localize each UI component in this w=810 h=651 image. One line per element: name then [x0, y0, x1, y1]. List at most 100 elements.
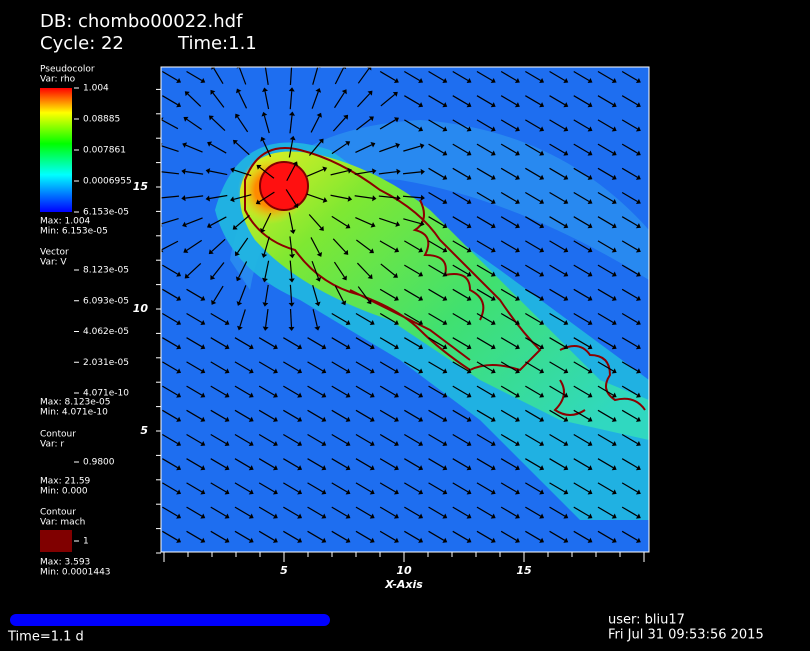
arrow-head — [611, 223, 617, 229]
arrow-head — [316, 251, 323, 257]
arrow-head — [205, 168, 211, 174]
arrow-head — [611, 77, 617, 84]
arrow-head — [587, 319, 593, 326]
vector-arrow — [379, 288, 396, 299]
vector-arrow — [404, 458, 420, 469]
arrow-head — [490, 295, 496, 301]
vector-arrow — [621, 482, 638, 493]
arrow-head — [288, 326, 295, 331]
vector-arrow — [234, 409, 251, 420]
arrow-head — [419, 220, 425, 227]
arrow-head — [466, 295, 472, 301]
arrow-head — [514, 368, 520, 374]
vector-arrow — [428, 530, 445, 541]
vector-arrow — [621, 385, 638, 396]
vector-arrow — [525, 506, 541, 517]
arrow-head — [345, 368, 351, 374]
vector-arrow — [210, 530, 227, 541]
vector-arrow — [573, 70, 590, 82]
legend-max: Max: 21.59 — [40, 477, 91, 487]
arrow-head — [635, 513, 641, 519]
vector-arrow — [378, 171, 397, 175]
arrow-head — [200, 344, 206, 350]
vector-arrow — [258, 458, 275, 469]
vector-arrow — [331, 506, 348, 517]
cycle: Cycle: 22 — [40, 33, 124, 54]
arrow-head — [514, 271, 520, 277]
arrow-head — [635, 440, 641, 447]
arrow-head — [314, 301, 321, 307]
arrow-head — [248, 537, 254, 543]
arrow-head — [393, 368, 399, 374]
vector-arrow — [597, 312, 614, 324]
arrow-head — [539, 150, 545, 156]
arrow-head — [611, 489, 617, 495]
vector-arrow — [476, 506, 493, 517]
arrow-head — [393, 77, 399, 84]
arrow-head — [635, 368, 641, 374]
vector-arrow — [307, 458, 324, 469]
vector-arrow — [549, 288, 566, 299]
vector-arrow — [549, 337, 566, 348]
contour-swatch — [40, 530, 72, 552]
vector-arrow — [235, 142, 250, 156]
arrow-head — [393, 465, 399, 471]
vector-arrow — [210, 458, 227, 469]
vector-arrow — [597, 288, 614, 299]
vector-arrow — [621, 458, 638, 469]
arrow-head — [587, 247, 593, 253]
vector-arrow — [525, 216, 541, 227]
vector-arrow — [404, 264, 420, 275]
arrow-head — [366, 299, 372, 305]
vector-arrow — [404, 530, 420, 541]
arrow-head — [236, 301, 243, 306]
arrow-head — [418, 368, 424, 374]
vector-arrow — [573, 288, 590, 299]
vector-arrow — [500, 264, 517, 275]
arrow-head — [563, 368, 569, 374]
vector-arrow — [210, 433, 227, 445]
arrow-head — [248, 489, 254, 495]
legend-labels: 1 — [74, 537, 89, 547]
vector-arrow — [262, 140, 272, 158]
vector-arrow — [452, 530, 469, 541]
vector-arrow — [354, 195, 373, 199]
arrow-head — [394, 247, 400, 253]
arrow-head — [341, 67, 347, 70]
vector-arrow — [264, 284, 269, 303]
arrow-head — [288, 87, 295, 92]
arrow-head — [297, 440, 303, 447]
arrow-head — [248, 440, 254, 447]
arrow-head — [539, 198, 545, 205]
arrow-head — [393, 295, 399, 301]
legend-min: Min: 0.000 — [40, 487, 88, 497]
vector-arrow — [210, 312, 227, 324]
arrow-head — [466, 150, 472, 156]
vector-arrow — [161, 195, 180, 199]
arrow-head — [321, 537, 327, 543]
arrow-head — [466, 271, 472, 277]
vector-arrow — [621, 409, 638, 420]
arrow-head — [587, 295, 593, 301]
arrow-head — [314, 326, 321, 331]
arrow-head — [490, 247, 496, 253]
arrow-head — [205, 195, 211, 202]
time-slider[interactable] — [10, 614, 330, 626]
arrow-head — [210, 89, 216, 95]
arrow-head — [611, 150, 617, 156]
arrow-head — [490, 537, 496, 543]
arrow-head — [340, 300, 347, 306]
arrow-head — [490, 319, 496, 326]
vector-arrow — [573, 143, 590, 154]
arrow-head — [539, 223, 545, 229]
arrow-head — [372, 195, 377, 202]
vector-arrow — [597, 337, 614, 348]
vector-arrow — [621, 70, 638, 82]
vector-arrow — [355, 482, 372, 493]
vector-arrow — [597, 385, 614, 396]
vector-arrow — [354, 170, 373, 175]
vector-arrow — [573, 482, 590, 493]
arrow-head — [466, 344, 472, 350]
arrow-head — [539, 174, 545, 180]
vector-arrow — [238, 261, 248, 278]
